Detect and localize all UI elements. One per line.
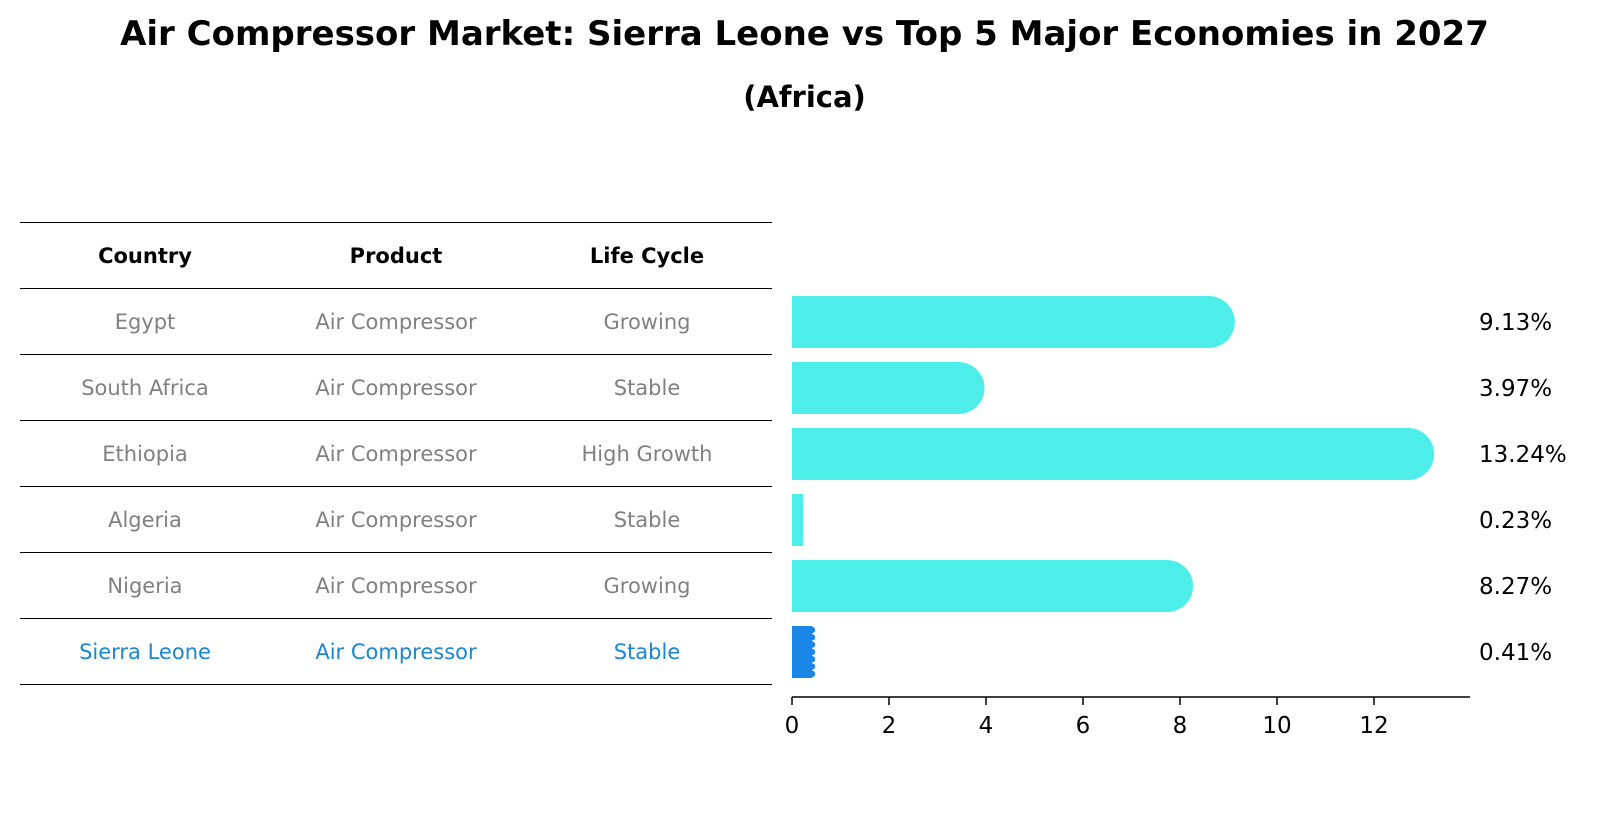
cell-product: Air Compressor: [315, 309, 477, 334]
x-tick-label: 6: [1076, 713, 1091, 739]
chart-subtitle: (Africa): [743, 80, 866, 114]
cell-life-cycle: Growing: [603, 573, 691, 598]
cell-life-cycle: High Growth: [581, 441, 713, 466]
cell-product: Air Compressor: [315, 441, 477, 466]
cell-product: Air Compressor: [315, 375, 477, 400]
value-label: 13.24%: [1479, 442, 1567, 468]
header-life-cycle: Life Cycle: [589, 243, 705, 268]
value-label: 9.13%: [1479, 310, 1552, 336]
table-row: South Africa Air Compressor Stable: [20, 354, 772, 420]
value-label: 3.97%: [1479, 376, 1552, 402]
cell-life-cycle: Stable: [613, 507, 681, 532]
bar-ethiopia: [792, 428, 1435, 480]
table-row: Nigeria Air Compressor Growing: [20, 552, 772, 618]
data-table: Country Product Life Cycle Egypt Air Com…: [20, 222, 772, 685]
cell-country: Nigeria: [107, 573, 183, 598]
table-row-highlight: Sierra Leone Air Compressor Stable: [20, 618, 772, 685]
value-label: 0.41%: [1479, 640, 1552, 666]
table-row: Algeria Air Compressor Stable: [20, 486, 772, 552]
cell-product: Air Compressor: [315, 507, 477, 532]
value-label: 8.27%: [1479, 574, 1552, 600]
x-tick-label: 8: [1173, 713, 1188, 739]
header-product: Product: [349, 243, 443, 268]
x-ticks-group: 0 2 4 6 8 10 12: [785, 697, 1389, 739]
header-country: Country: [98, 243, 192, 268]
value-labels-group: 9.13% 3.97% 13.24% 0.23% 8.27% 0.41%: [1479, 310, 1567, 666]
table-header-row: Country Product Life Cycle: [20, 222, 772, 288]
bar-algeria: [792, 494, 804, 546]
x-tick-label: 2: [882, 713, 897, 739]
cell-life-cycle: Stable: [613, 375, 681, 400]
table-row: Ethiopia Air Compressor High Growth: [20, 420, 772, 486]
cell-country: Sierra Leone: [79, 639, 211, 664]
cell-life-cycle: Stable: [613, 639, 681, 664]
x-tick-label: 0: [785, 713, 800, 739]
value-label: 0.23%: [1479, 508, 1552, 534]
bar-south-africa: [792, 362, 985, 414]
table-row: Egypt Air Compressor Growing: [20, 288, 772, 354]
bar-nigeria: [792, 560, 1194, 612]
cell-country: Algeria: [108, 507, 182, 532]
x-tick-label: 10: [1262, 713, 1291, 739]
x-tick-label: 4: [979, 713, 994, 739]
cell-country: Egypt: [114, 309, 176, 334]
cell-country: South Africa: [81, 375, 209, 400]
cell-product: Air Compressor: [315, 573, 477, 598]
cell-country: Ethiopia: [102, 441, 188, 466]
bar-egypt: [792, 296, 1235, 348]
chart-title: Air Compressor Market: Sierra Leone vs T…: [120, 14, 1489, 54]
x-tick-label: 12: [1359, 713, 1388, 739]
bars-group: [792, 296, 1435, 678]
bar-sierra-leone: [792, 626, 816, 678]
cell-life-cycle: Growing: [603, 309, 691, 334]
cell-product: Air Compressor: [315, 639, 477, 664]
